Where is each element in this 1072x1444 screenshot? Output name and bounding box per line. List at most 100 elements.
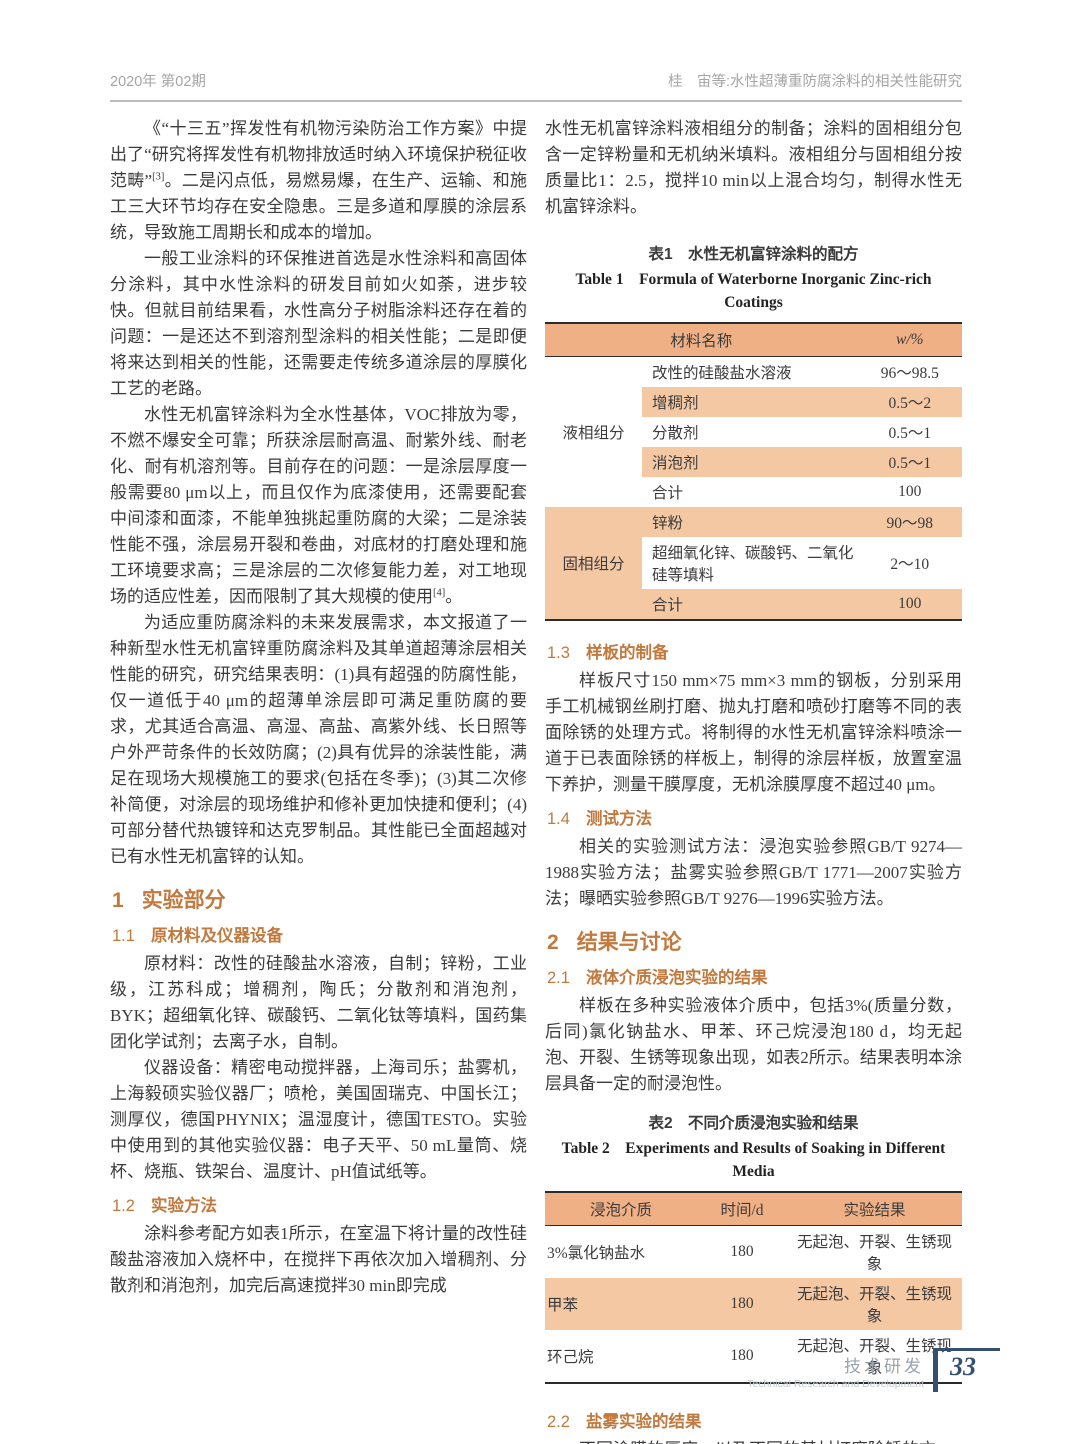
- subsection-title: 盐雾实验的结果: [585, 1413, 702, 1431]
- table1-caption-en: Table 1 Formula of Waterborne Inorganic …: [545, 268, 962, 314]
- material-value: 0.5～1: [888, 425, 932, 442]
- table2-soaking: 浸泡介质 时间/d 实验结果 3%氯化钠盐水 180 无起泡、开裂、生锈现象 甲…: [545, 1191, 962, 1384]
- subsection-title: 原材料及仪器设备: [150, 927, 283, 945]
- paragraph: 相关的实验测试方法：浸泡实验参照GB/T 9274—1988实验方法；盐雾实验参…: [545, 837, 962, 908]
- subsection-number: 1.3: [547, 644, 570, 662]
- table2-caption-cn: 表2 不同介质浸泡实验和结果: [648, 1115, 859, 1132]
- left-column: 《“十三五”挥发性有机物污染防治工作方案》中提出了“研究将挥发性有机物排放适时纳…: [110, 116, 527, 1444]
- page-number-box: 33: [933, 1348, 1000, 1392]
- subsection-title: 样板的制备: [585, 644, 669, 662]
- time-cell: 180: [730, 1347, 754, 1364]
- medium-cell: 甲苯: [545, 1278, 697, 1330]
- paragraph: 一般工业涂料的环保推进首选是水性涂料和高固体分涂料，其中水性涂料的研发目前如火如…: [110, 249, 527, 398]
- medium-cell: 3%氯化钠盐水: [547, 1245, 646, 1262]
- table1-formula: 材料名称 w/% 液相组分 改性的硅酸盐水溶液 96～98.5 增稠剂 0.5～…: [545, 322, 962, 621]
- section-number: 1: [112, 889, 124, 912]
- material-name: 合计: [641, 589, 858, 620]
- subsection-title: 测试方法: [585, 810, 652, 828]
- material-value: 90～98: [857, 507, 962, 537]
- material-value: 0.5～1: [857, 447, 962, 477]
- subsection-heading-1-2: 1.2 实验方法: [112, 1192, 527, 1216]
- table2-col-medium: 浸泡介质: [545, 1192, 697, 1226]
- table-row: 环己烷 180 无起泡、开裂、生锈现象: [545, 1330, 962, 1383]
- table1-caption-en-line1: Table 1 Formula of Waterborne Inorganic …: [575, 271, 932, 288]
- material-name: 增稠剂: [641, 387, 858, 417]
- table1-col-material: 材料名称: [545, 323, 858, 357]
- section-heading-2: 2 结果与讨论: [547, 926, 962, 956]
- table2-block: 表2 不同介质浸泡实验和结果 Table 2 Experiments and R…: [545, 1111, 962, 1384]
- material-name: 分散剂: [651, 425, 699, 442]
- footer-section-cn: 技术研发: [844, 1357, 924, 1376]
- paragraph: 不同涂膜的厚度，以及不同的基材打磨除锈的方: [545, 1437, 962, 1444]
- citation-ref-4: [4]: [433, 587, 446, 599]
- table2-header-row: 浸泡介质 时间/d 实验结果: [545, 1192, 962, 1226]
- paragraph-text: 《“十三五”挥发性有机物污染防治工作方案》中提出了“研究将挥发性有机物排放适时纳…: [110, 119, 527, 190]
- material-value: 2～10: [890, 556, 930, 573]
- time-cell: 180: [697, 1278, 787, 1330]
- material-value: 0.5～2: [857, 387, 962, 417]
- paragraph: 样板尺寸150 mm×75 mm×3 mm的钢板，分别采用手工机械钢丝刷打磨、抛…: [545, 671, 962, 794]
- section-title: 结果与讨论: [576, 931, 682, 954]
- section-title: 实验部分: [141, 889, 226, 912]
- subsection-heading-1-4: 1.4 测试方法: [547, 805, 962, 829]
- material-name: 改性的硅酸盐水溶液: [651, 365, 792, 382]
- table-row: 合计 100: [545, 589, 962, 620]
- table2-col-result: 实验结果: [787, 1192, 962, 1226]
- subsection-number: 2.2: [547, 1413, 570, 1431]
- subsection-number: 1.4: [547, 810, 570, 828]
- running-title: 桂 宙等:水性超薄重防腐涂料的相关性能研究: [667, 74, 962, 90]
- subsection-title: 实验方法: [150, 1197, 217, 1215]
- table1-caption-en-line2: Coatings: [724, 294, 783, 311]
- two-column-body: 《“十三五”挥发性有机物污染防治工作方案》中提出了“研究将挥发性有机物排放适时纳…: [110, 116, 962, 1444]
- issue-label: 2020年 第02期: [110, 74, 206, 90]
- subsection-heading-2-2: 2.2 盐雾实验的结果: [547, 1408, 962, 1432]
- citation-ref-3: [3]: [152, 171, 165, 183]
- material-value: 100: [857, 589, 962, 620]
- table1-col-w: w/%: [857, 323, 962, 357]
- page-number: 33: [950, 1352, 976, 1381]
- result-cell: 无起泡、开裂、生锈现象: [787, 1278, 962, 1330]
- subsection-number: 1.1: [112, 927, 135, 945]
- table-row: 超细氧化锌、碳酸钙、二氧化硅等填料 2～10: [545, 537, 962, 589]
- page-footer: 技术研发 Technical Research and Development …: [747, 1348, 1000, 1392]
- paragraph: 水性无机富锌涂料为全水性基体，VOC排放为零，不燃不爆安全可靠；所获涂层耐高温、…: [110, 402, 527, 610]
- paragraph: 为适应重防腐涂料的未来发展需求，本文报道了一种新型水性无机富锌重防腐涂料及其单道…: [110, 613, 527, 866]
- section-number: 2: [547, 931, 559, 954]
- table-row: 合计 100: [545, 477, 962, 507]
- table2-caption-en: Table 2 Experiments and Results of Soaki…: [545, 1137, 962, 1183]
- right-column: 水性无机富锌涂料液相组分的制备；涂料的固相组分包含一定锌粉量和无机纳米填料。液相…: [545, 116, 962, 1444]
- table-row: 3%氯化钠盐水 180 无起泡、开裂、生锈现象: [545, 1226, 962, 1279]
- subsection-number: 2.1: [547, 969, 570, 987]
- paragraph: 仪器设备：精密电动搅拌器，上海司乐；盐雾机，上海毅硕实验仪器厂；喷枪，美国固瑞克…: [110, 1058, 527, 1181]
- result-cell: 无起泡、开裂、生锈现象: [796, 1338, 952, 1377]
- paragraph: 原材料：改性的硅酸盐水溶液，自制；锌粉，工业级，江苏科成；增稠剂，陶氏；分散剂和…: [110, 954, 527, 1051]
- table2-col-time: 时间/d: [697, 1192, 787, 1226]
- subsection-heading-2-1: 2.1 液体介质浸泡实验的结果: [547, 964, 962, 988]
- table1-group-solid: 固相组分: [545, 507, 642, 620]
- time-cell: 180: [730, 1243, 754, 1260]
- table-row: 甲苯 180 无起泡、开裂、生锈现象: [545, 1278, 962, 1330]
- medium-cell: 环己烷: [547, 1349, 594, 1366]
- footer-section-en: Technical Research and Development: [747, 1378, 924, 1390]
- subsection-title: 液体介质浸泡实验的结果: [585, 969, 768, 987]
- table1-caption-cn: 表1 水性无机富锌涂料的配方: [648, 246, 859, 263]
- table-row: 消泡剂 0.5～1: [545, 447, 962, 477]
- paragraph-continued: 水性无机富锌涂料液相组分的制备；涂料的固相组分包含一定锌粉量和无机纳米填料。液相…: [545, 119, 962, 216]
- table-row: 增稠剂 0.5～2: [545, 387, 962, 417]
- table-row: 分散剂 0.5～1: [545, 417, 962, 447]
- result-cell: 无起泡、开裂、生锈现象: [796, 1234, 952, 1273]
- subsection-heading-1-3: 1.3 样板的制备: [547, 639, 962, 663]
- section-heading-1: 1 实验部分: [112, 884, 527, 914]
- paragraph: 样板在多种实验液体介质中，包括3%(质量分数，后同)氯化钠盐水、甲苯、环己烷浸泡…: [545, 996, 962, 1093]
- material-name: 锌粉: [641, 507, 858, 537]
- subsection-heading-1-1: 1.1 原材料及仪器设备: [112, 922, 527, 946]
- table-row: 液相组分 改性的硅酸盐水溶液 96～98.5: [545, 356, 962, 507]
- paragraph: 《“十三五”挥发性有机物污染防治工作方案》中提出了“研究将挥发性有机物排放适时纳…: [110, 116, 527, 246]
- table2-caption-en-line1: Table 2 Experiments and Results of Soaki…: [561, 1140, 946, 1157]
- table1-group-liquid: 液相组分: [545, 356, 642, 507]
- subsection-number: 1.2: [112, 1197, 135, 1215]
- footer-section-labels: 技术研发 Technical Research and Development: [747, 1352, 924, 1390]
- material-name: 超细氧化锌、碳酸钙、二氧化硅等填料: [651, 545, 854, 584]
- material-value: 100: [898, 483, 922, 500]
